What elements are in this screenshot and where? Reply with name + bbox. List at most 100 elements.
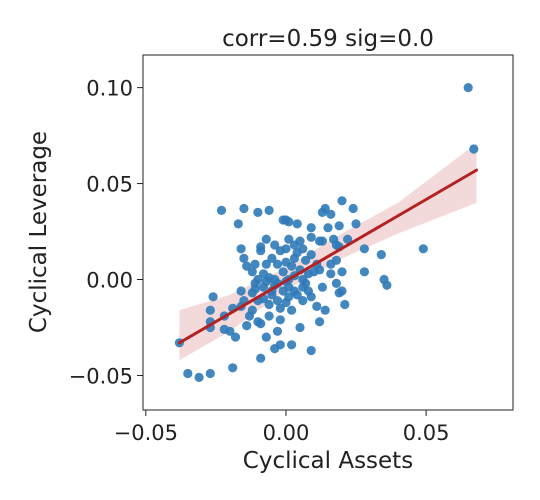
- data-point: [351, 219, 361, 229]
- data-point: [306, 345, 316, 356]
- data-point: [298, 282, 308, 292]
- data-point: [275, 246, 285, 256]
- data-point: [337, 286, 347, 296]
- data-point: [267, 253, 277, 263]
- data-point: [306, 250, 316, 260]
- data-point: [253, 207, 263, 217]
- data-point: [382, 280, 392, 290]
- data-point: [230, 332, 241, 342]
- data-point: [278, 267, 288, 277]
- data-point: [295, 322, 305, 333]
- data-point: [264, 273, 274, 283]
- chart-title: corr=0.59 sig=0.0: [222, 26, 434, 52]
- data-point: [337, 196, 347, 206]
- data-point: [275, 315, 285, 325]
- data-point: [287, 340, 297, 350]
- data-point: [261, 332, 271, 342]
- regression-line: [177, 168, 479, 345]
- data-point: [289, 240, 299, 250]
- data-point: [272, 259, 283, 269]
- data-point: [376, 250, 386, 260]
- ticks-layer: −0.05 0.00 0.05 −0.05 0.00 0.05 0.10: [69, 77, 450, 445]
- data-point: [418, 244, 428, 254]
- y-tick-label: 0.10: [86, 77, 133, 101]
- data-point: [306, 232, 316, 242]
- data-point: [292, 290, 302, 300]
- data-point: [236, 286, 246, 296]
- y-tick-label: 0.05: [86, 173, 133, 197]
- data-point: [306, 223, 316, 233]
- data-point: [270, 240, 280, 250]
- data-point: [236, 244, 246, 254]
- data-point: [343, 234, 353, 244]
- data-point: [348, 203, 358, 214]
- data-point: [298, 296, 308, 306]
- data-point: [250, 259, 260, 269]
- data-point: [301, 255, 311, 265]
- data-point: [272, 296, 283, 306]
- data-point: [275, 303, 285, 313]
- data-point: [340, 299, 350, 310]
- data-point: [463, 83, 473, 93]
- data-point: [320, 305, 330, 315]
- data-point: [272, 326, 283, 336]
- y-axis-label: Cyclical Leverage: [26, 131, 52, 333]
- data-point: [250, 278, 260, 288]
- data-point: [256, 353, 266, 363]
- data-point: [233, 219, 243, 229]
- x-tick-label: 0.00: [263, 421, 310, 445]
- data-point: [225, 326, 235, 336]
- data-point: [275, 340, 285, 350]
- data-point: [264, 205, 274, 215]
- data-point: [292, 248, 302, 258]
- data-point: [281, 257, 291, 267]
- regression-line-layer: [177, 168, 479, 345]
- data-point: [216, 205, 227, 215]
- data-point: [306, 292, 316, 302]
- data-point: [208, 292, 218, 302]
- data-point: [261, 234, 271, 244]
- data-point: [278, 215, 288, 225]
- data-point: [264, 311, 274, 321]
- y-tick-label: 0.00: [86, 269, 133, 293]
- data-point: [292, 219, 302, 229]
- data-point: [256, 246, 266, 256]
- data-point: [331, 278, 341, 288]
- data-point: [303, 269, 313, 279]
- data-point: [183, 368, 193, 379]
- data-point: [205, 305, 215, 315]
- plot-frame: [142, 54, 514, 411]
- data-point: [205, 368, 215, 379]
- data-point: [334, 221, 344, 231]
- data-point: [256, 319, 266, 329]
- data-point: [469, 144, 479, 154]
- data-point: [323, 223, 333, 233]
- data-point: [264, 299, 274, 310]
- x-tick-label: −0.05: [114, 421, 178, 445]
- y-tick-label: −0.05: [69, 364, 133, 388]
- data-point: [261, 259, 271, 269]
- data-point: [359, 267, 369, 277]
- data-point: [239, 203, 249, 214]
- data-point: [247, 305, 257, 315]
- data-point: [239, 253, 249, 263]
- data-point: [247, 267, 257, 277]
- data-point: [359, 244, 369, 254]
- data-point: [326, 269, 336, 279]
- data-point: [337, 267, 347, 277]
- x-tick-label: 0.05: [403, 421, 450, 445]
- data-point: [242, 261, 252, 271]
- data-point: [317, 282, 327, 292]
- data-point: [326, 209, 336, 219]
- data-point: [312, 301, 322, 311]
- data-point: [315, 317, 325, 327]
- data-point: [194, 372, 204, 382]
- data-point: [326, 259, 336, 269]
- data-point: [284, 234, 294, 244]
- data-point: [320, 203, 330, 214]
- x-axis-label: Cyclical Assets: [243, 448, 413, 474]
- data-point: [287, 305, 297, 315]
- data-point: [267, 290, 277, 300]
